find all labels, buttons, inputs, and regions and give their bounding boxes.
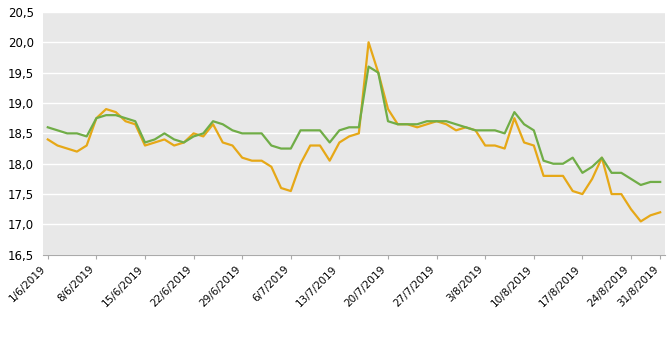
Legend: Cal 2020, Cal 2021: Cal 2020, Cal 2021 [241, 363, 467, 364]
Cal 2020 [364, 40, 372, 44]
Cal 2020 [656, 210, 664, 214]
Cal 2020 [122, 119, 130, 123]
Line: Cal 2021: Cal 2021 [48, 67, 660, 185]
Cal 2021 [637, 183, 645, 187]
Cal 2021 [122, 116, 130, 120]
Cal 2020 [44, 137, 52, 142]
Cal 2020 [442, 122, 450, 126]
Cal 2020 [296, 162, 304, 166]
Cal 2021 [44, 125, 52, 130]
Line: Cal 2020: Cal 2020 [48, 42, 660, 221]
Cal 2021 [364, 64, 372, 69]
Cal 2020 [345, 134, 353, 139]
Cal 2021 [394, 122, 402, 126]
Cal 2021 [452, 122, 460, 126]
Cal 2021 [442, 119, 450, 123]
Cal 2020 [394, 122, 402, 126]
Cal 2020 [637, 219, 645, 223]
Cal 2021 [296, 128, 304, 132]
Cal 2021 [345, 125, 353, 130]
Cal 2021 [656, 180, 664, 184]
Cal 2020 [452, 128, 460, 132]
